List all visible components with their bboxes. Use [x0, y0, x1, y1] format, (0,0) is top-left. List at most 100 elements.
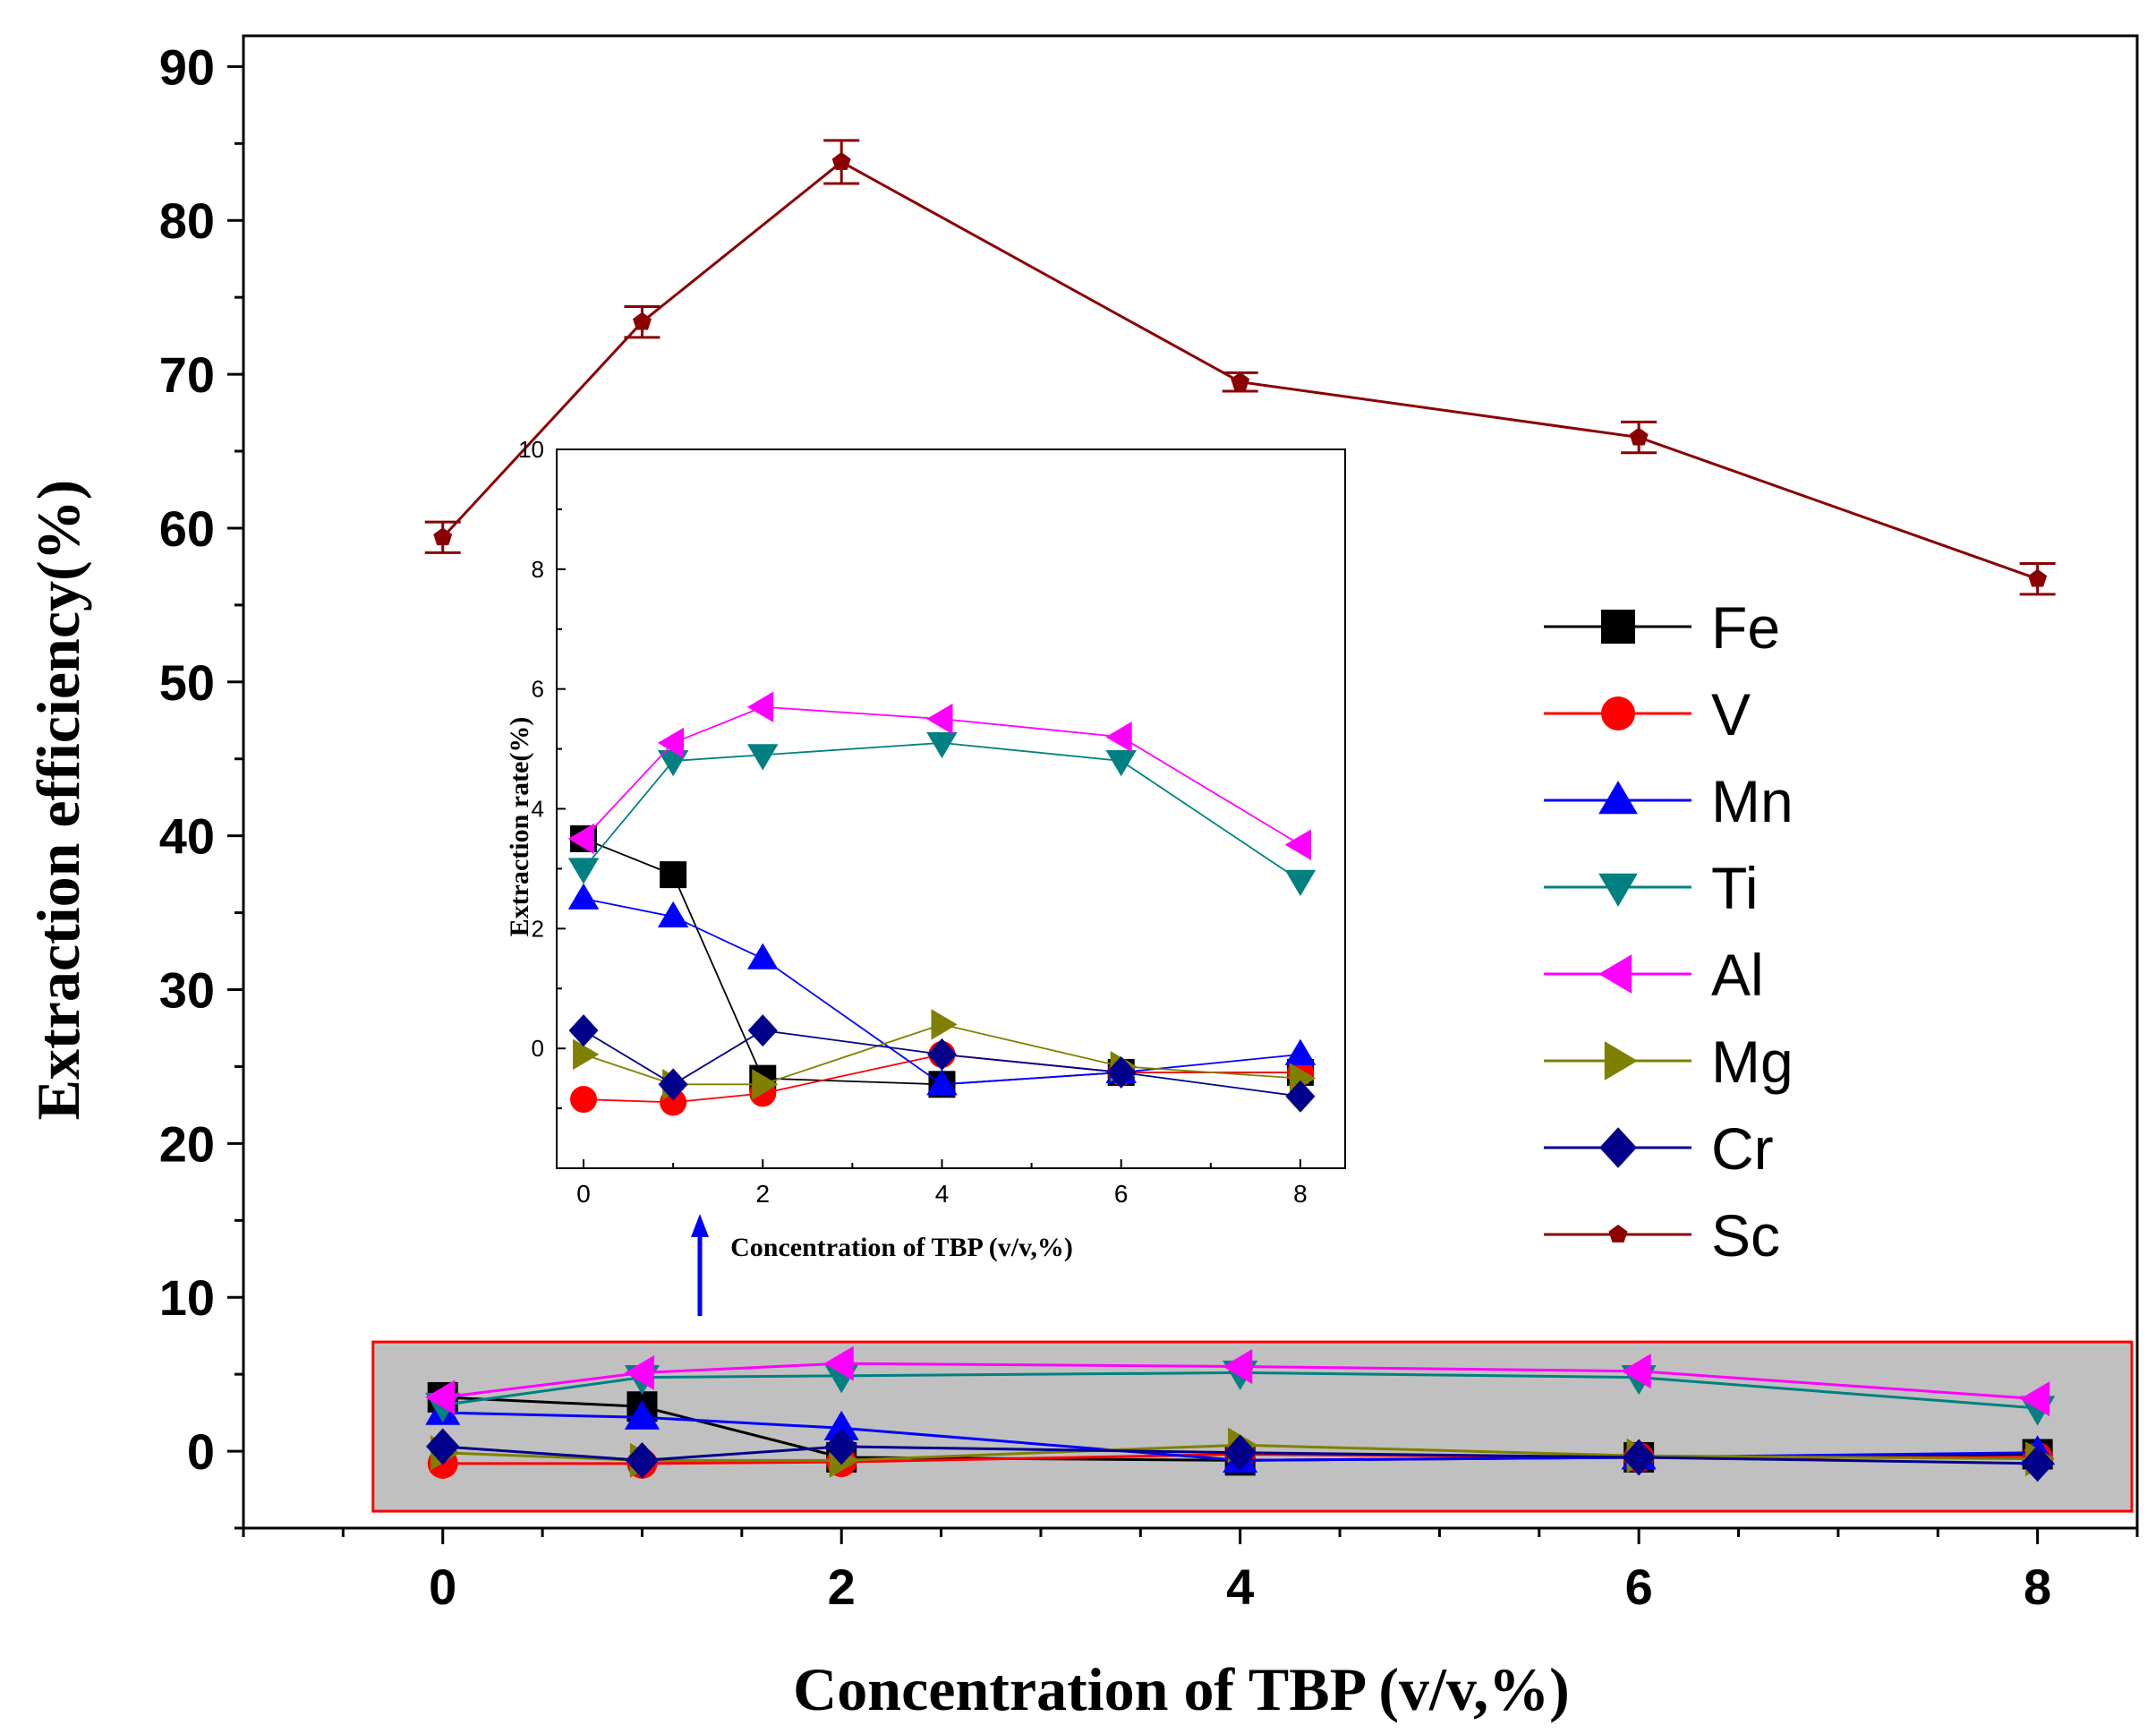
data-point	[660, 861, 687, 889]
data-point	[2020, 1445, 2055, 1482]
legend-marker	[1604, 1041, 1638, 1081]
data-point	[931, 1009, 958, 1040]
data-point	[824, 1428, 858, 1465]
data-point	[633, 312, 652, 330]
series-al	[425, 1345, 2050, 1417]
data-point	[926, 731, 958, 759]
x-tick-label: 8	[2024, 1559, 2051, 1615]
legend-label: Ti	[1711, 855, 1759, 921]
inset-x-tick-label: 4	[935, 1180, 950, 1208]
data-point	[1223, 1349, 1253, 1385]
legend: Fe V Mn Ti Al Mg Cr Sc	[1544, 594, 1794, 1268]
main-plot-frame	[242, 34, 2139, 1530]
inset-x-axis-label: Concentration of TBP (v/v,%)	[730, 1233, 1073, 1262]
series-line	[583, 705, 1301, 846]
inset-series-al	[567, 691, 1311, 860]
data-point	[433, 527, 453, 546]
data-point	[1223, 1434, 1257, 1472]
inset-x-tick-label: 6	[1114, 1180, 1129, 1208]
main-plot-series	[424, 139, 2056, 1482]
data-point	[926, 703, 953, 735]
data-point	[926, 1069, 958, 1096]
inset-y-axis-label: Extraction rate(%)	[505, 717, 534, 937]
data-point	[747, 1014, 778, 1047]
y-tick-label: 50	[159, 654, 215, 711]
main-y-axis-label: Extraction efficiency(%)	[24, 480, 92, 1121]
inset-y-tick-label: 2	[532, 915, 544, 942]
legend-item-al: Al	[1544, 942, 1764, 1008]
data-point	[624, 1354, 655, 1390]
zoom-highlight-box	[371, 1340, 2134, 1513]
data-point	[425, 1380, 456, 1415]
data-point	[1284, 829, 1311, 860]
data-point	[657, 901, 689, 927]
series-cr	[426, 1428, 2055, 1482]
data-point	[823, 1345, 854, 1381]
data-point	[1105, 749, 1137, 777]
legend-label: Al	[1711, 942, 1764, 1008]
y-tick-label: 70	[159, 346, 215, 403]
data-point	[926, 1038, 957, 1071]
inset-axis-ticks: 0 2 4 6 8 0 2 4 6 8 10	[518, 436, 1308, 1208]
legend-label: Mn	[1711, 768, 1794, 834]
legend-marker	[1601, 696, 1635, 730]
data-point	[747, 744, 779, 771]
legend-item-mg: Mg	[1544, 1029, 1794, 1095]
inset-y-tick-label: 4	[532, 796, 544, 823]
data-point	[1622, 1439, 1656, 1476]
data-point	[658, 1068, 688, 1101]
data-point	[1106, 1055, 1137, 1089]
legend-label: V	[1711, 681, 1751, 747]
inset-x-tick-label: 8	[1293, 1180, 1308, 1208]
legend-item-sc: Sc	[1544, 1202, 1780, 1268]
legend-label: Sc	[1711, 1202, 1780, 1268]
legend-label: Cr	[1711, 1115, 1774, 1182]
inset-y-tick-label: 8	[532, 556, 544, 583]
legend-marker	[1599, 1127, 1637, 1168]
series-line	[441, 160, 2039, 581]
data-point	[2028, 568, 2048, 587]
data-point	[1231, 372, 1250, 390]
x-tick-label: 4	[1226, 1559, 1254, 1615]
data-point	[1621, 1354, 1651, 1389]
legend-label: Fe	[1711, 594, 1780, 661]
legend-marker	[1598, 781, 1638, 815]
data-point	[567, 883, 600, 910]
inset-series-cr	[568, 1014, 1316, 1113]
y-tick-label: 40	[159, 808, 215, 865]
data-point	[747, 691, 774, 722]
inset-plot-series	[567, 691, 1317, 1116]
data-point	[1284, 1038, 1317, 1065]
data-point	[657, 727, 685, 759]
y-tick-label: 0	[187, 1423, 215, 1480]
data-point	[657, 749, 689, 777]
x-tick-label: 6	[1625, 1559, 1653, 1615]
data-point	[747, 943, 779, 970]
x-tick-label: 2	[828, 1559, 856, 1615]
inset-y-tick-label: 0	[532, 1035, 544, 1062]
legend-item-mn: Mn	[1544, 768, 1794, 834]
data-point	[567, 823, 595, 855]
data-point	[624, 1399, 660, 1430]
y-tick-label: 60	[159, 500, 215, 557]
data-point	[426, 1428, 460, 1465]
series-line	[583, 1023, 1301, 1086]
data-point	[1285, 1080, 1316, 1113]
series-line	[583, 741, 1301, 882]
data-point	[831, 151, 851, 170]
inset-y-tick-label: 10	[518, 436, 544, 463]
y-tick-label: 90	[159, 38, 215, 95]
series-line	[584, 1053, 1300, 1104]
series-line	[442, 1362, 2038, 1401]
legend-marker	[1601, 610, 1635, 644]
arrow-icon	[691, 1214, 709, 1316]
legend-marker	[1598, 873, 1638, 907]
series-line	[583, 1029, 1301, 1098]
data-point	[2020, 1381, 2050, 1417]
legend-item-cr: Cr	[1544, 1115, 1774, 1182]
series-line	[442, 1445, 2038, 1465]
data-point	[1284, 869, 1317, 897]
data-point	[1105, 721, 1132, 753]
